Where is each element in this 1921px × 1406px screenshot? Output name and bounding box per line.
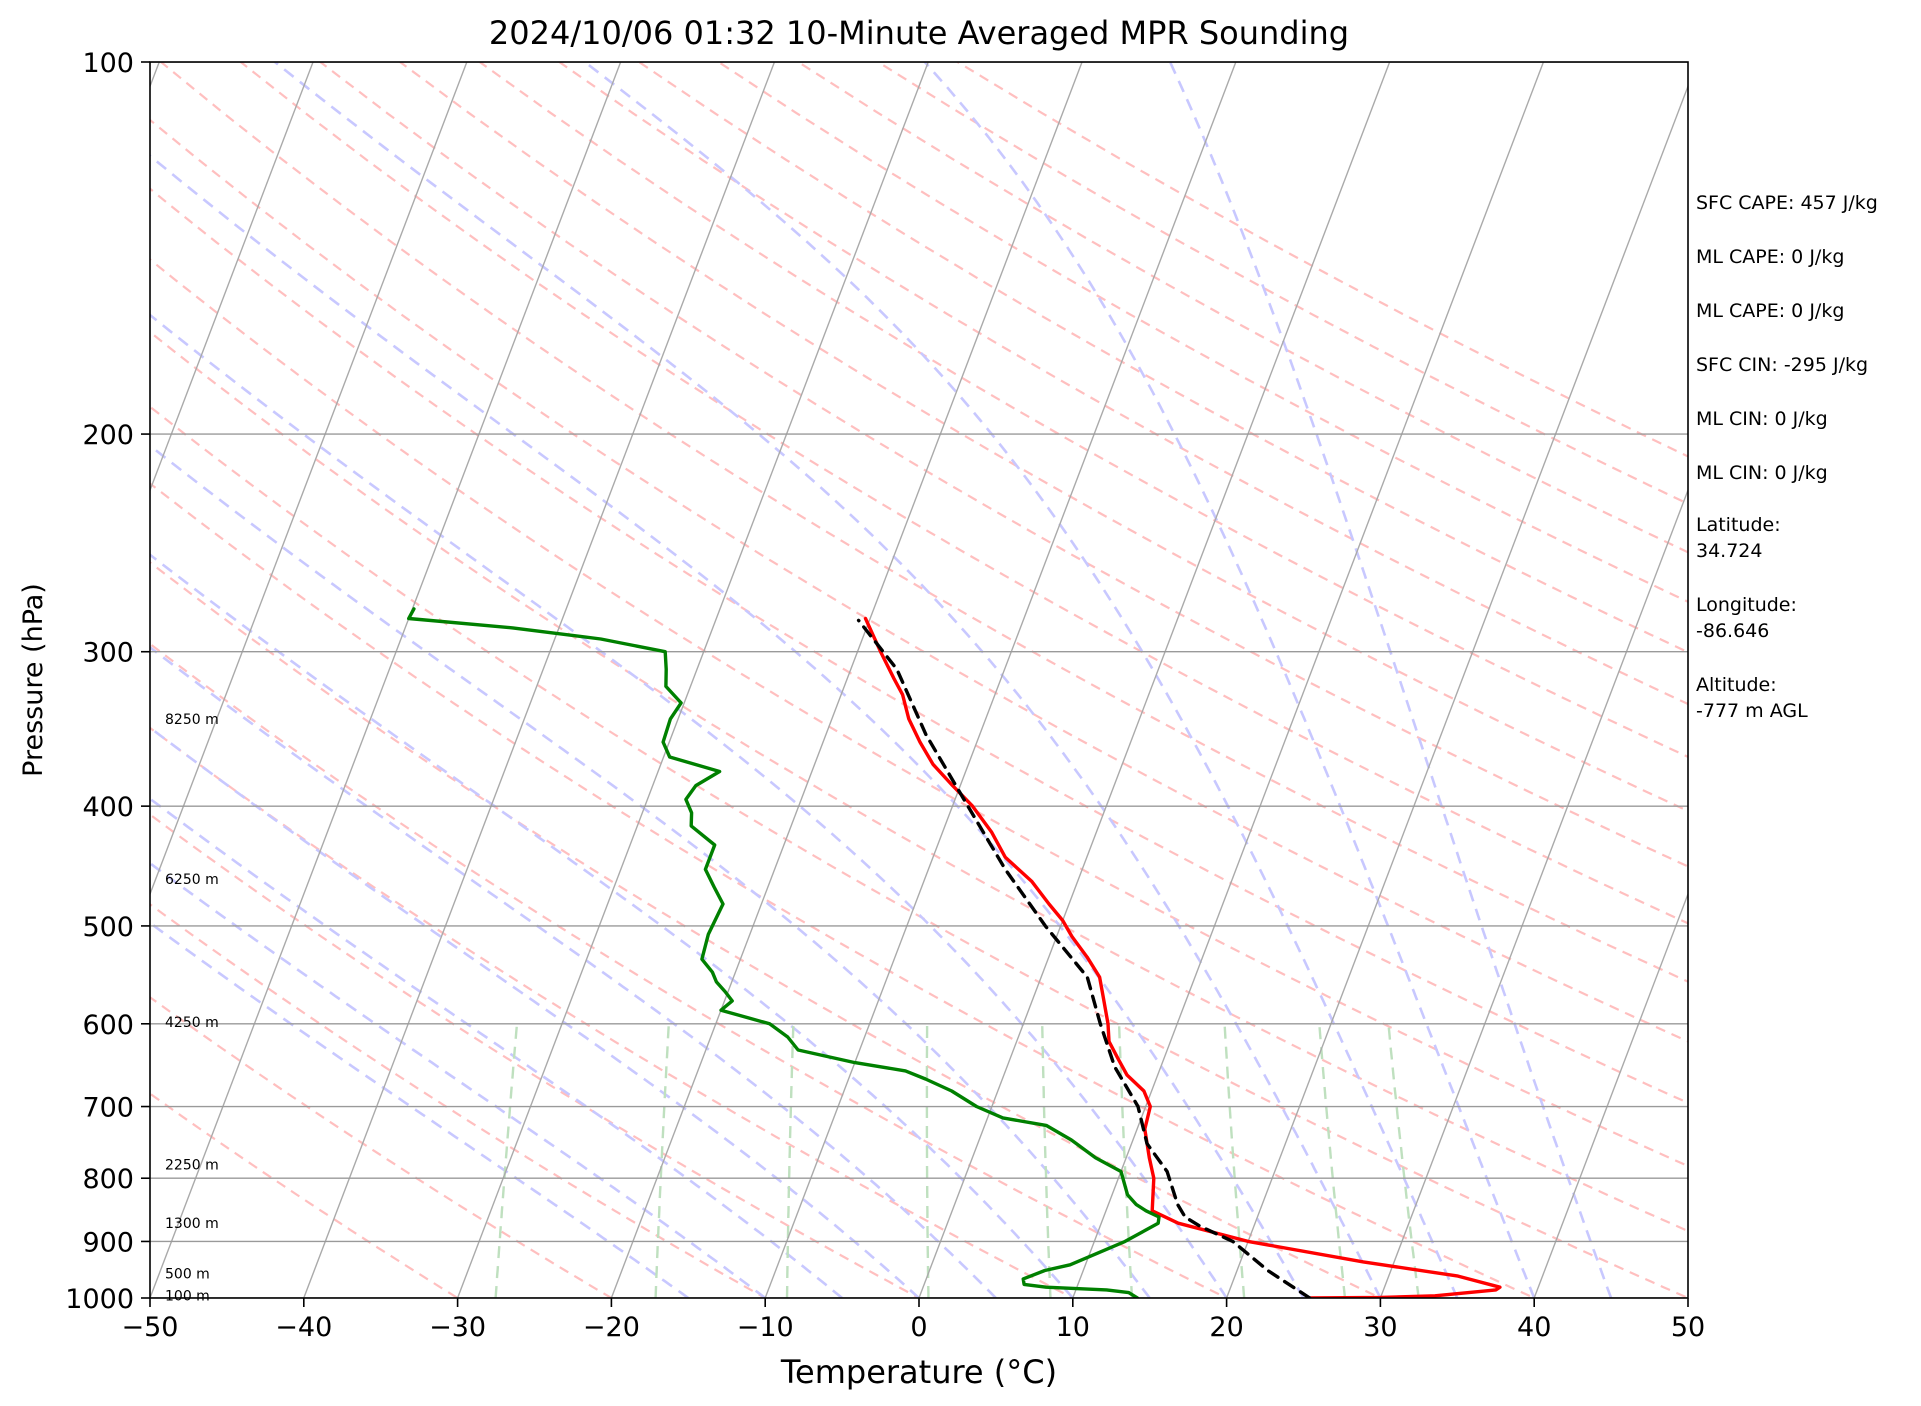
y-tick-label: 400 [82, 792, 134, 823]
isotherm-line [150, 62, 622, 1298]
info-panel-line: ML CIN: 0 J/kg [1696, 462, 1828, 484]
height-label: 8250 m [165, 712, 219, 728]
dry-adiabat-line [150, 187, 1688, 1105]
temperature-line [863, 616, 1502, 1298]
dry-adiabat-line [150, 118, 1688, 1043]
isotherm-line [303, 62, 776, 1298]
dry-adiabat-line [477, 62, 1688, 759]
x-axis-label: Temperature (°C) [780, 1353, 1057, 1391]
moist-adiabat-line [150, 861, 766, 1298]
x-axis: −50 −40 −30 −20 −10 0 10 20 30 40 50 [122, 1298, 1705, 1343]
y-axis-label: Pressure (hPa) [18, 583, 49, 777]
isotherm-line [150, 62, 314, 493]
x-tick-label: 20 [1209, 1312, 1243, 1343]
parcel-line [856, 618, 1312, 1298]
x-tick-label: 40 [1517, 1312, 1551, 1343]
isobar-gridlines [150, 62, 1688, 1298]
info-panel-line: -777 m AGL [1696, 700, 1808, 722]
moist-adiabat-line [1168, 62, 1613, 1298]
info-panel-line: -86.646 [1696, 620, 1770, 642]
info-panel-line: SFC CIN: -295 J/kg [1696, 354, 1869, 376]
x-tick-label: 10 [1056, 1312, 1090, 1343]
isotherm-line [610, 62, 1083, 1298]
y-axis: 1000 900 800 700 600 500 400 300 200 100 [65, 48, 150, 1315]
info-panel-line: Altitude: [1696, 674, 1777, 696]
x-tick-label: −40 [275, 1312, 332, 1343]
isotherm-line [1379, 488, 1688, 1298]
height-labels: 100 m 500 m 1300 m 2250 m 4250 m 6250 m 8250 m [165, 712, 219, 1304]
dry-adiabat-line [150, 258, 1688, 1168]
isotherm-line [456, 62, 929, 1298]
y-tick-label: 200 [82, 420, 134, 451]
x-tick-label: −50 [122, 1312, 179, 1343]
dry-adiabat-line [150, 903, 768, 1298]
moist-adiabat-line [150, 645, 997, 1298]
x-tick-label: −10 [737, 1312, 794, 1343]
dewpoint-line [407, 607, 1161, 1298]
y-tick-label: 1000 [65, 1284, 134, 1315]
dry-adiabat-line [150, 561, 1383, 1298]
x-tick-label: 50 [1671, 1312, 1705, 1343]
x-tick-label: −30 [429, 1312, 486, 1343]
moist-adiabat-line [274, 62, 1382, 1298]
sounding-series [407, 607, 1502, 1298]
height-label: 1300 m [165, 1216, 219, 1232]
moist-adiabat-line [150, 313, 1228, 1298]
dry-adiabat-line [398, 62, 1688, 813]
dry-adiabat-line [159, 62, 1688, 983]
y-tick-label: 500 [82, 912, 134, 943]
info-panel-line: Longitude: [1696, 594, 1797, 616]
info-panel-line: ML CIN: 0 J/kg [1696, 408, 1828, 430]
moist-adiabat-line [923, 62, 1536, 1298]
y-tick-label: 300 [82, 638, 134, 669]
isotherm-line [1072, 62, 1545, 1298]
info-panel-line: Latitude: [1696, 514, 1781, 536]
height-label: 4250 m [165, 1015, 219, 1031]
dry-adiabat-line [637, 62, 1688, 654]
info-panel-line: ML CAPE: 0 J/kg [1696, 300, 1845, 322]
moist-adiabat-line [150, 797, 843, 1298]
info-panel-line: ML CAPE: 0 J/kg [1696, 246, 1845, 268]
dry-adiabat-line [150, 813, 922, 1298]
moist-adiabat-line [150, 553, 1074, 1298]
dry-adiabat-line [150, 482, 1537, 1298]
dry-adiabat-line [150, 726, 1076, 1298]
x-tick-label: 30 [1363, 1312, 1397, 1343]
info-panel-line: SFC CAPE: 457 J/kg [1696, 192, 1878, 214]
height-label: 100 m [165, 1288, 210, 1304]
isotherm-line [150, 62, 468, 897]
y-tick-label: 800 [82, 1164, 134, 1195]
dry-adiabat-line [557, 62, 1688, 706]
height-label: 2250 m [165, 1158, 219, 1174]
x-tick-label: −20 [583, 1312, 640, 1343]
isotherm-line [1225, 84, 1688, 1298]
y-tick-label: 600 [82, 1010, 134, 1041]
height-label: 500 m [165, 1266, 210, 1282]
isotherm-line [918, 62, 1391, 1298]
x-tick-label: 0 [910, 1312, 927, 1343]
dry-adiabat-line [150, 995, 614, 1298]
moist-adiabat-line [150, 443, 1151, 1298]
moist-adiabat-line [150, 921, 690, 1298]
chart-title: 2024/10/06 01:32 10-Minute Averaged MPR … [489, 14, 1349, 52]
height-label: 6250 m [165, 872, 219, 888]
isotherm-line [1533, 892, 1688, 1298]
moist-adiabat-line [150, 725, 920, 1298]
isotherm-line [764, 62, 1237, 1298]
y-tick-label: 100 [82, 48, 134, 79]
dry-adiabat-line [150, 405, 1688, 1298]
y-tick-label: 700 [82, 1093, 134, 1124]
info-panel-line: 34.724 [1696, 540, 1763, 562]
y-tick-label: 900 [82, 1227, 134, 1258]
